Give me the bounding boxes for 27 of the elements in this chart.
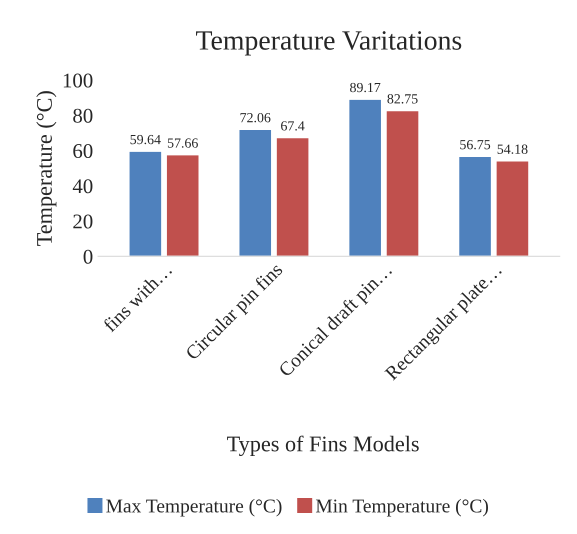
legend-label: Min Temperature (°C) xyxy=(316,498,488,516)
data-label: 56.75 xyxy=(460,140,490,150)
data-label: 89.17 xyxy=(350,82,380,92)
bar xyxy=(128,150,163,256)
bar xyxy=(238,128,272,256)
chart-title: Temperature Varitations xyxy=(196,31,462,56)
y-tick-label: 20 xyxy=(73,214,92,229)
data-label: 82.75 xyxy=(387,94,418,104)
legend-label: Max Temperature (°C) xyxy=(106,498,282,516)
bar xyxy=(495,160,530,256)
bar xyxy=(458,156,492,256)
bar xyxy=(275,136,310,256)
bar xyxy=(385,110,420,256)
x-axis-title: Types of Fins Models xyxy=(227,436,419,456)
y-tick-label: 40 xyxy=(72,179,92,194)
data-label: 59.64 xyxy=(130,134,161,144)
data-label: 72.06 xyxy=(240,112,270,122)
bar xyxy=(348,98,382,256)
data-label: 54.18 xyxy=(498,144,528,154)
y-tick-label: 100 xyxy=(64,73,92,88)
data-label: 57.66 xyxy=(168,138,198,148)
y-tick-label: 60 xyxy=(73,144,92,158)
y-tick-label: 0 xyxy=(84,250,92,264)
y-axis-title: Temperature (°C) xyxy=(36,91,56,246)
y-tick-label: 80 xyxy=(73,108,92,123)
data-label: 67.4 xyxy=(281,121,305,131)
bar xyxy=(166,154,200,256)
